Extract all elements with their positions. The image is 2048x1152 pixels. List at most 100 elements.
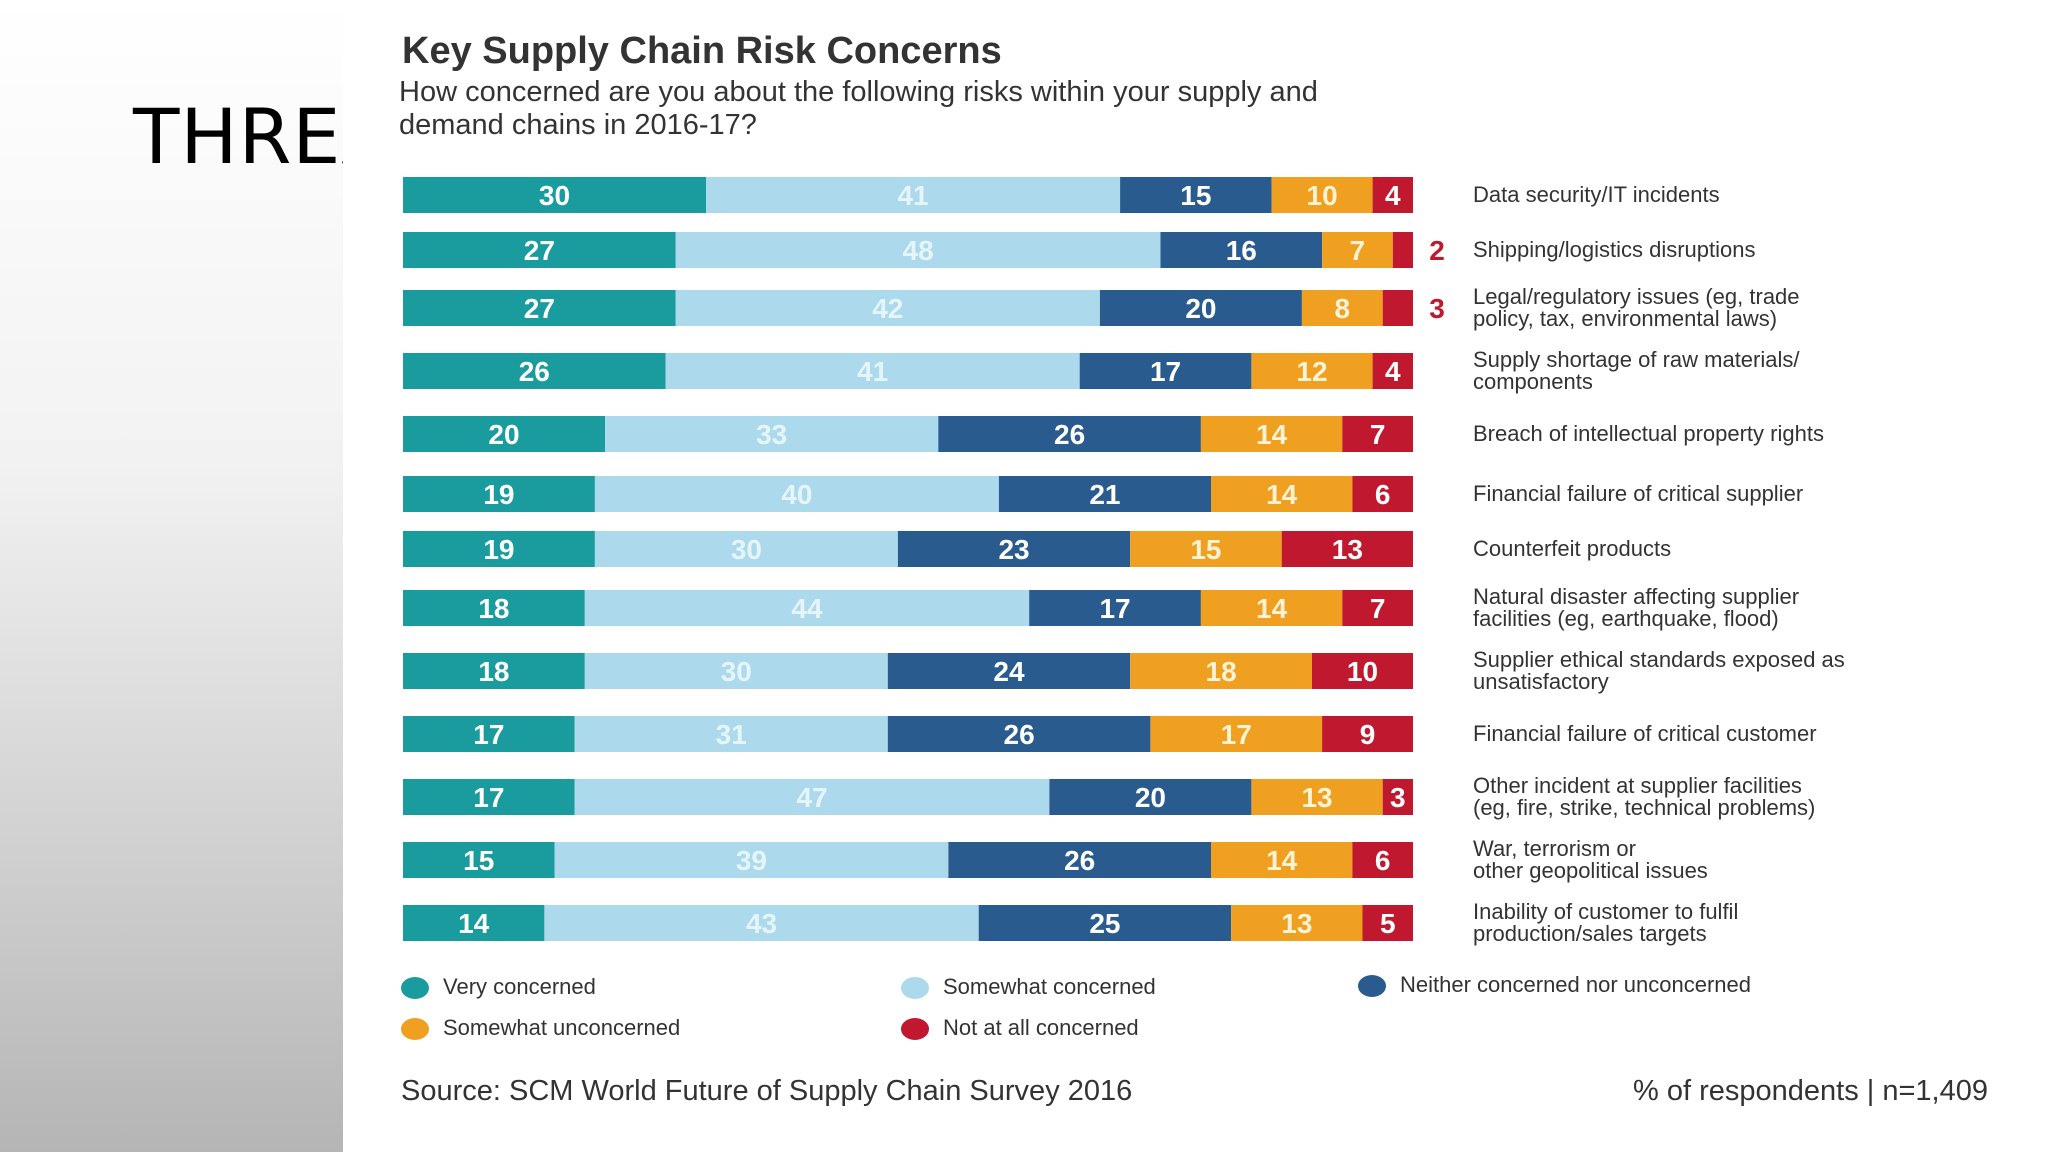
category-label: Supplier ethical standards exposed as uns… <box>1473 647 1845 694</box>
legend-swatch <box>401 1018 429 1041</box>
bar-value-label: 30 <box>731 534 762 565</box>
bar-segment <box>948 842 1211 878</box>
bar-segment <box>403 416 605 452</box>
bar-segment <box>1150 716 1323 752</box>
bar-segment <box>403 353 666 389</box>
bar-value-label: 6 <box>1375 479 1391 510</box>
bar-segment <box>403 590 585 626</box>
legend-swatch <box>1358 975 1386 998</box>
bar-value-label: 18 <box>478 656 509 687</box>
bar-value-label: 39 <box>736 845 767 876</box>
bar-segment <box>403 779 575 815</box>
legend-swatch <box>901 977 929 1000</box>
bar-segment <box>978 905 1232 941</box>
bar-segment <box>1231 905 1363 941</box>
legend-item-neither: Neither concerned nor unconcerned <box>1358 972 1751 998</box>
bar-value-label: 26 <box>519 356 550 387</box>
bar-segment <box>1372 353 1413 389</box>
bar-value-label: 15 <box>1180 180 1211 211</box>
bar-segment <box>1382 779 1413 815</box>
bar-segment <box>1372 177 1413 213</box>
bar-segment <box>403 716 575 752</box>
bar-segment <box>1251 353 1373 389</box>
bar-value-label: 7 <box>1350 235 1366 266</box>
bar-segment <box>1352 842 1413 878</box>
bar-value-label: 30 <box>721 656 752 687</box>
bar-segment <box>403 531 595 567</box>
bar-value-label: 44 <box>791 593 823 624</box>
bar-segment <box>403 653 585 689</box>
category-label: Data security/IT incidents <box>1473 182 1720 207</box>
category-label: Financial failure of critical supplier <box>1473 481 1803 506</box>
stacked-bar-chart: 30 41 15 10 4 Data security/IT incidents 27 48 1… <box>403 177 1845 946</box>
bar-value-label: 21 <box>1089 479 1120 510</box>
bar-segment <box>675 290 1100 326</box>
bar-value-label: 20 <box>1185 293 1216 324</box>
bar-value-label: 17 <box>473 782 504 813</box>
bar-value-label: 17 <box>1150 356 1181 387</box>
bar-segment <box>554 842 949 878</box>
bar-value-label: 9 <box>1360 719 1376 750</box>
bar-value-label: 47 <box>796 782 827 813</box>
bar-segment <box>1352 476 1413 512</box>
category-label: Financial failure of critical customer <box>1473 721 1817 746</box>
bar-segment <box>1322 716 1413 752</box>
category-label: Other incident at supplier facilities (eg… <box>1473 773 1815 820</box>
chart-subtitle: How concerned are you about the followin… <box>399 76 1318 141</box>
bar-value-label: 15 <box>463 845 494 876</box>
bar-segment <box>584 590 1030 626</box>
bar-value-label: 14 <box>1266 845 1298 876</box>
bar-segment <box>1211 842 1353 878</box>
bar-segment <box>1079 353 1252 389</box>
bar-value-label: 42 <box>872 293 903 324</box>
bar-value-label: 3 <box>1429 293 1445 324</box>
legend-swatch <box>401 977 429 1000</box>
bar-segment <box>1322 232 1393 268</box>
bar-segment <box>1200 590 1343 626</box>
bar-segment <box>887 653 1131 689</box>
bar-segment <box>706 177 1121 213</box>
bar-segment <box>1362 905 1413 941</box>
bar-segment <box>938 416 1201 452</box>
bar-segment <box>1251 779 1383 815</box>
bar-value-label: 26 <box>1054 419 1085 450</box>
bar-value-label: 6 <box>1375 845 1391 876</box>
bar-value-label: 4 <box>1385 356 1401 387</box>
bar-segment <box>1301 290 1383 326</box>
bar-value-label: 13 <box>1281 908 1312 939</box>
bar-segment <box>403 905 545 941</box>
bar-segment <box>403 177 706 213</box>
bar-segment <box>1342 590 1413 626</box>
bar-value-label: 40 <box>781 479 812 510</box>
bar-value-label: 41 <box>857 356 888 387</box>
bar-segment <box>1120 177 1272 213</box>
bar-segment <box>574 716 888 752</box>
bar-segment <box>1271 177 1373 213</box>
bar-value-label: 12 <box>1296 356 1327 387</box>
chart-respondents-note: % of respondents | n=1,409 <box>1633 1075 1988 1107</box>
bar-segment <box>1281 531 1413 567</box>
bar-segment <box>1342 416 1413 452</box>
category-label: Supply shortage of raw materials/compone… <box>1473 347 1800 394</box>
bar-value-label: 48 <box>903 235 934 266</box>
bar-segment <box>887 716 1151 752</box>
bar-segment <box>1049 779 1252 815</box>
bar-value-label: 27 <box>524 293 555 324</box>
bar-value-label: 15 <box>1190 534 1221 565</box>
bar-segment <box>403 290 676 326</box>
bar-value-label: 16 <box>1226 235 1257 266</box>
bar-value-label: 17 <box>473 719 504 750</box>
bar-segment <box>897 531 1131 567</box>
bar-value-label: 10 <box>1347 656 1378 687</box>
bar-value-label: 7 <box>1370 593 1386 624</box>
legend-item-somewhat-concerned: Somewhat concerned <box>901 974 1156 1000</box>
chart-source: Source: SCM World Future of Supply Chain… <box>401 1075 1133 1107</box>
bar-value-label: 24 <box>993 656 1025 687</box>
bar-value-label: 14 <box>1256 593 1288 624</box>
bar-segment <box>1200 416 1343 452</box>
bar-segment <box>1312 653 1413 689</box>
category-label: Inability of customer to fulfil productio… <box>1473 899 1738 946</box>
bar-segment <box>665 353 1080 389</box>
bar-value-label: 3 <box>1390 782 1406 813</box>
bar-value-label: 4 <box>1385 180 1401 211</box>
